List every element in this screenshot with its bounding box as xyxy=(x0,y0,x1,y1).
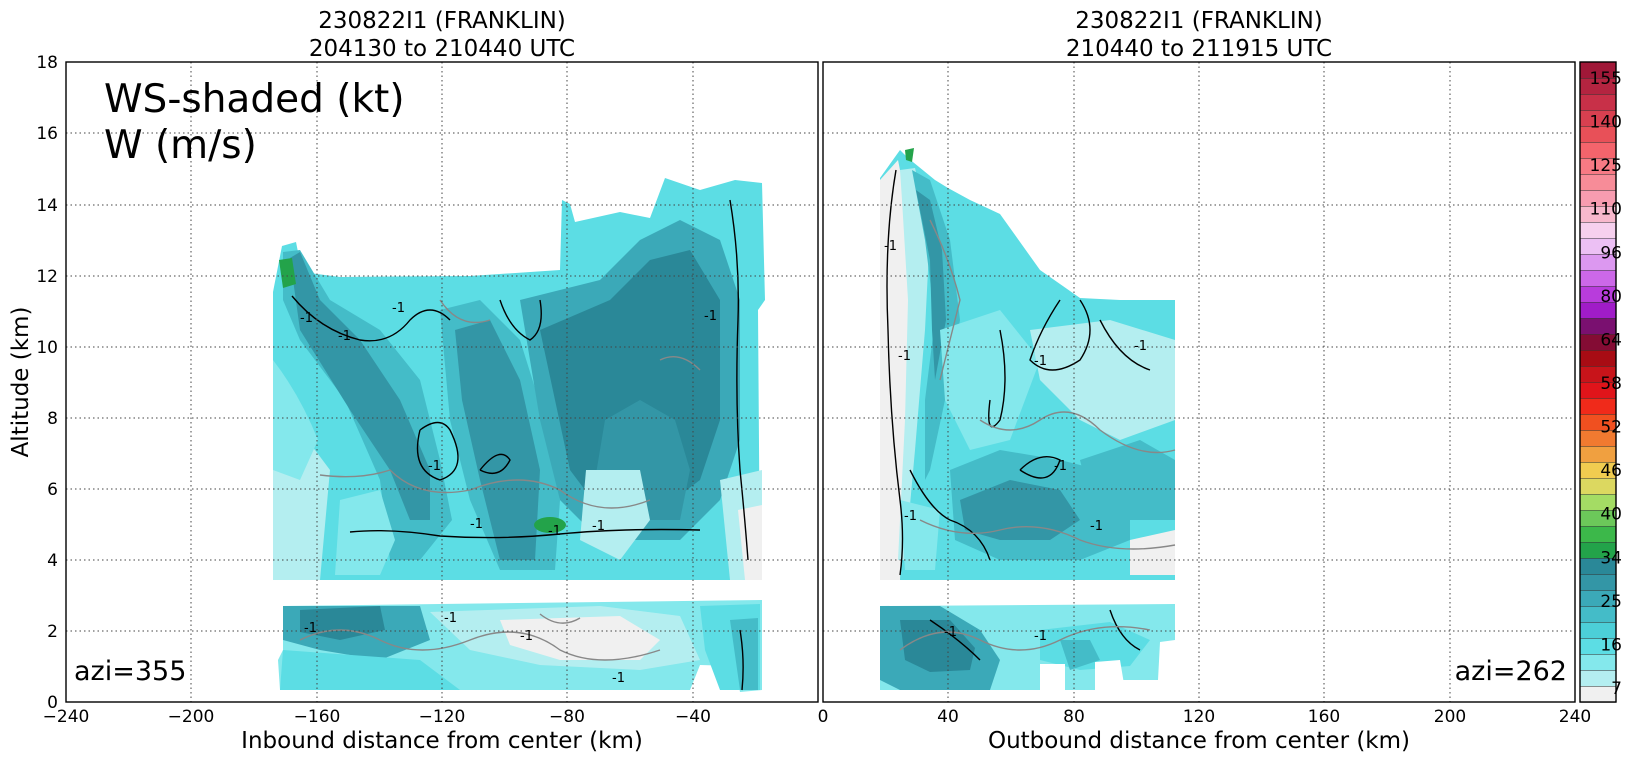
contour-label: -1 xyxy=(1034,354,1047,369)
contour-label: -1 xyxy=(884,239,897,254)
colorbar-tick-label: 64 xyxy=(1600,330,1622,350)
contour-label: -1 xyxy=(520,629,533,644)
right-title-line2: 210440 to 211915 UTC xyxy=(1066,36,1332,62)
right-xtick-200: 200 xyxy=(1434,707,1466,727)
ytick-18: 18 xyxy=(36,53,58,73)
colorbar: 155 140 125 110 96 80 64 58 52 46 40 34 25 16 7 xyxy=(1579,61,1622,703)
contour-label: -1 xyxy=(548,524,561,539)
contour-label: -1 xyxy=(944,625,957,640)
left-title-line2: 204130 to 210440 UTC xyxy=(309,36,575,62)
colorbar-tick-label: 7 xyxy=(1611,679,1622,699)
colorbar-tick-label: 52 xyxy=(1600,418,1622,438)
colorbar-tick-label: 155 xyxy=(1590,69,1622,89)
left-xtick-m80: −80 xyxy=(549,707,585,727)
contour-label: -1 xyxy=(1134,339,1147,354)
left-w-contours xyxy=(291,199,749,691)
contour-label: -1 xyxy=(300,311,313,326)
left-xtick-m240: −240 xyxy=(43,707,90,727)
contour-label: -1 xyxy=(338,329,351,344)
colorbar-segment xyxy=(1579,445,1617,463)
right-x-axis-label: Outbound distance from center (km) xyxy=(988,728,1410,754)
left-xtick-m200: −200 xyxy=(168,707,215,727)
right-xtick-160: 160 xyxy=(1308,707,1340,727)
colorbar-tick-label: 96 xyxy=(1600,243,1622,263)
ytick-6: 6 xyxy=(47,480,58,500)
y-axis-label: Altitude (km) xyxy=(8,307,34,458)
legend-text-ws: WS-shaded (kt) xyxy=(104,77,405,122)
ytick-12: 12 xyxy=(36,267,58,287)
colorbar-tick-label: 80 xyxy=(1600,287,1622,307)
contour-labels: -1 -1 -1 -1 -1 -1 -1 -1 -1 -1 -1 -1 -1 -1 -1 -1 -1 -1 -1 -1… xyxy=(300,239,1147,686)
contour-label: -1 xyxy=(1054,459,1067,474)
colorbar-tick-label: 40 xyxy=(1600,505,1622,525)
colorbar-segments xyxy=(1579,61,1617,703)
right-xtick-0: 0 xyxy=(818,707,829,727)
ytick-0: 0 xyxy=(47,693,58,713)
ytick-16: 16 xyxy=(36,124,58,144)
colorbar-segment xyxy=(1579,525,1617,543)
right-wind-shading xyxy=(880,148,1175,690)
left-xtick-m160: −160 xyxy=(294,707,341,727)
right-panel: 230822I1 (FRANKLIN) 210440 to 211915 UTC xyxy=(818,8,1592,754)
right-azimuth-label: azi=262 xyxy=(1455,656,1567,687)
colorbar-tick-label: 25 xyxy=(1600,592,1622,612)
left-title-line1: 230822I1 (FRANKLIN) xyxy=(318,8,566,34)
colorbar-segment xyxy=(1579,269,1617,287)
ytick-4: 4 xyxy=(47,551,58,571)
right-xtick-120: 120 xyxy=(1183,707,1215,727)
colorbar-segment xyxy=(1579,397,1617,415)
contour-label: -1 xyxy=(1090,519,1103,534)
contour-label: -1 xyxy=(898,349,911,364)
left-x-axis-label: Inbound distance from center (km) xyxy=(241,728,643,754)
contour-label: -1 xyxy=(704,309,717,324)
colorbar-tick-label: 125 xyxy=(1590,156,1622,176)
contour-label: -1 xyxy=(1034,629,1047,644)
right-x-ticks: 0 40 80 120 160 200 240 xyxy=(818,707,1592,727)
left-xtick-m120: −120 xyxy=(419,707,466,727)
colorbar-segment xyxy=(1579,221,1617,239)
colorbar-labels: 155 140 125 110 96 80 64 58 52 46 40 34 25 16 7 xyxy=(1590,69,1622,699)
contour-label: -1 xyxy=(470,517,483,532)
colorbar-tick-label: 58 xyxy=(1600,374,1622,394)
colorbar-tick-label: 140 xyxy=(1590,113,1622,133)
colorbar-tick-label: 110 xyxy=(1590,200,1622,220)
colorbar-segment xyxy=(1579,173,1617,191)
right-title-line1: 230822I1 (FRANKLIN) xyxy=(1075,8,1323,34)
ytick-8: 8 xyxy=(47,409,58,429)
ytick-10: 10 xyxy=(36,338,58,358)
left-y-ticks: 0 2 4 6 8 10 12 14 16 18 xyxy=(36,53,58,713)
colorbar-tick-label: 16 xyxy=(1600,635,1622,655)
right-xtick-80: 80 xyxy=(1063,707,1085,727)
right-plot-frame xyxy=(822,61,1576,703)
right-xtick-40: 40 xyxy=(937,707,959,727)
left-x-ticks: −240 −200 −160 −120 −80 −40 xyxy=(43,707,711,727)
colorbar-tick-label: 46 xyxy=(1600,461,1622,481)
legend-text-w: W (m/s) xyxy=(104,123,257,168)
left-grid xyxy=(66,62,818,702)
colorbar-segment xyxy=(1579,93,1617,111)
contour-label: -1 xyxy=(612,671,625,686)
contour-label: -1 xyxy=(904,509,917,524)
ytick-14: 14 xyxy=(36,196,58,216)
right-w-contours xyxy=(886,169,1176,661)
colorbar-tick-label: 34 xyxy=(1600,548,1622,568)
left-panel: 230822I1 (FRANKLIN) 204130 to 210440 UTC xyxy=(8,8,819,754)
ytick-2: 2 xyxy=(47,622,58,642)
left-wind-shading xyxy=(273,178,765,692)
colorbar-segment xyxy=(1579,653,1617,671)
left-plot-frame xyxy=(65,61,819,703)
left-azimuth-label: azi=355 xyxy=(74,656,186,687)
colorbar-frame xyxy=(1579,61,1617,703)
colorbar-segment xyxy=(1579,573,1617,591)
colorbar-segment xyxy=(1579,349,1617,367)
contour-label: -1 xyxy=(428,459,441,474)
contour-label: -1 xyxy=(592,519,605,534)
contour-label: -1 xyxy=(444,611,457,626)
right-grid xyxy=(823,62,1575,702)
left-xtick-m40: −40 xyxy=(675,707,711,727)
right-xtick-240: 240 xyxy=(1559,707,1591,727)
contour-label: -1 xyxy=(392,301,405,316)
contour-label: -1 xyxy=(304,621,317,636)
